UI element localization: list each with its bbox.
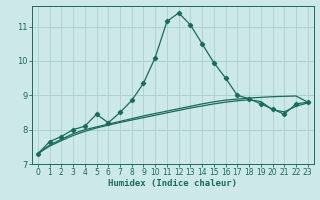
X-axis label: Humidex (Indice chaleur): Humidex (Indice chaleur) bbox=[108, 179, 237, 188]
